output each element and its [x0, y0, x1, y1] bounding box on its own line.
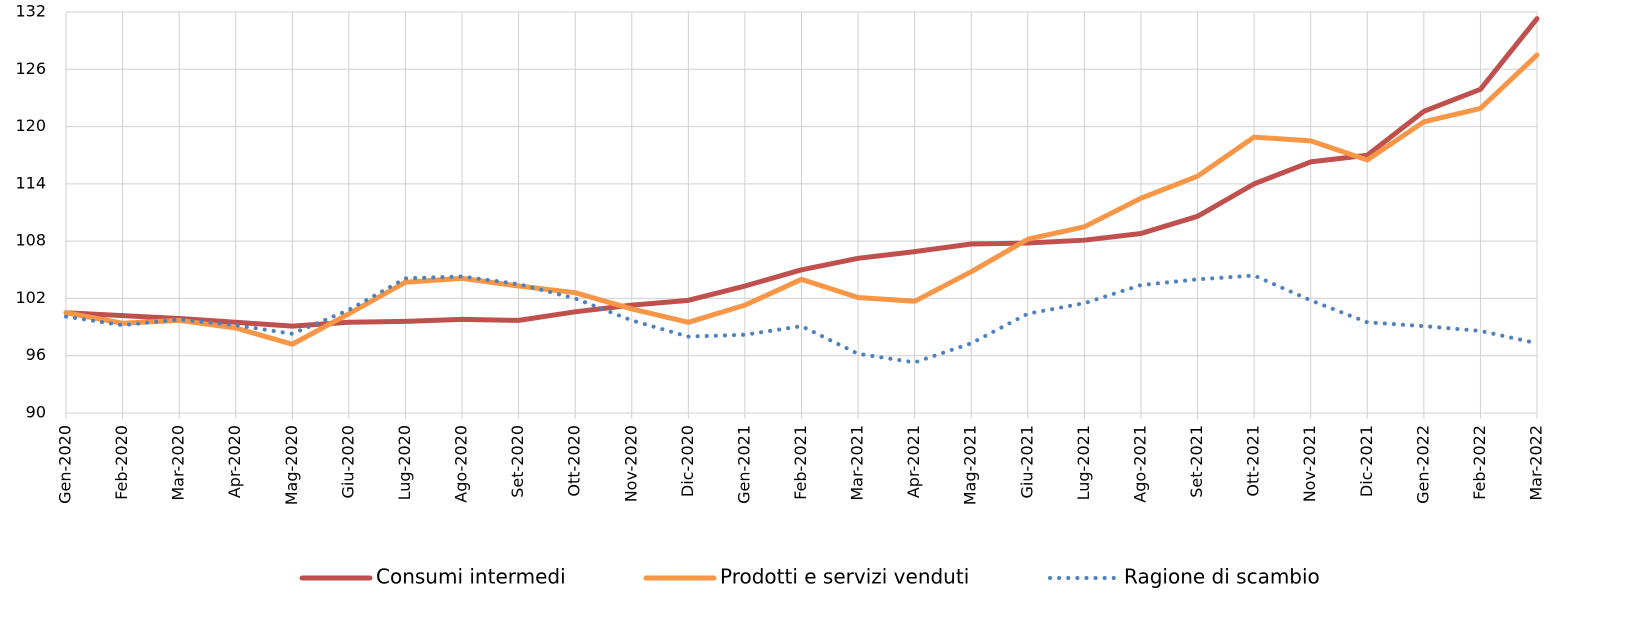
y-tick-label: 120 [15, 116, 46, 135]
y-tick-label: 102 [15, 288, 46, 307]
y-tick-label: 132 [15, 2, 46, 21]
x-tick-label: Ago-2021 [1130, 425, 1149, 503]
x-tick-label: Gen-2021 [734, 425, 753, 504]
y-tick-label: 108 [15, 231, 46, 250]
x-tick-label: Ott-2021 [1244, 425, 1263, 497]
y-tick-label: 90 [26, 403, 46, 422]
x-tick-label: Apr-2021 [904, 425, 923, 498]
x-tick-label: Dic-2020 [678, 425, 697, 497]
x-tick-label: Gen-2020 [56, 425, 75, 504]
series-line [63, 16, 1540, 329]
x-tick-label: Mar-2020 [169, 425, 188, 501]
series-line [63, 52, 1540, 347]
y-tick-label: 126 [15, 59, 46, 78]
x-tick-label: Mar-2022 [1527, 425, 1546, 501]
x-tick-label: Set-2020 [508, 425, 527, 498]
x-tick-label: Feb-2022 [1470, 425, 1489, 500]
series-line [64, 273, 1539, 365]
x-tick-label: Mag-2021 [961, 425, 980, 505]
x-tick-label: Giu-2020 [338, 425, 357, 498]
x-tick-label: Gen-2022 [1413, 425, 1432, 504]
x-tick-label: Dic-2021 [1357, 425, 1376, 497]
x-tick-label: Apr-2020 [225, 425, 244, 498]
x-tick-label: Mag-2020 [282, 425, 301, 505]
x-tick-label: Nov-2020 [621, 425, 640, 502]
x-tick-label: Mar-2021 [848, 425, 867, 501]
x-tick-label: Lug-2020 [395, 425, 414, 500]
y-tick-label: 96 [26, 345, 46, 364]
legend-label: Consumi intermedi [376, 565, 566, 589]
legend-label: Ragione di scambio [1124, 565, 1320, 589]
x-tick-label: Feb-2021 [791, 425, 810, 500]
x-tick-label: Giu-2021 [1017, 425, 1036, 498]
legend-label: Prodotti e servizi venduti [720, 565, 969, 589]
x-tick-label: Ago-2020 [452, 425, 471, 503]
x-tick-label: Nov-2021 [1300, 425, 1319, 502]
y-tick-label: 114 [15, 173, 46, 192]
x-tick-label: Ott-2020 [565, 425, 584, 497]
x-tick-label: Feb-2020 [112, 425, 131, 500]
x-tick-label: Set-2021 [1187, 425, 1206, 498]
x-tick-label: Lug-2021 [1074, 425, 1093, 500]
